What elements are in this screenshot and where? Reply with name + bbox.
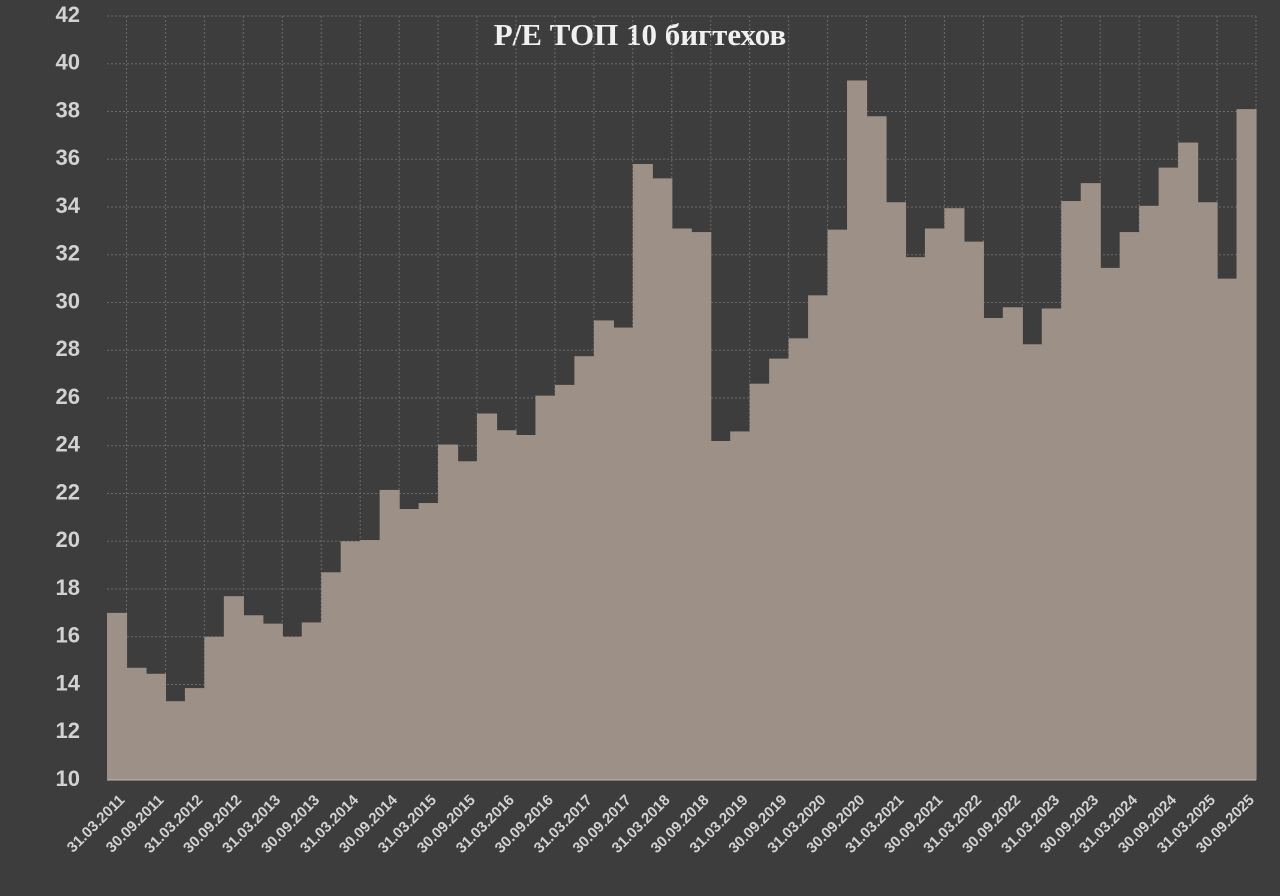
bar [145, 673, 167, 780]
bar [126, 667, 147, 780]
bar [769, 358, 790, 780]
bar [866, 116, 887, 780]
y-tick-label: 28 [56, 336, 80, 361]
bar [1139, 205, 1160, 780]
bar [613, 327, 634, 780]
y-tick-label: 14 [56, 670, 81, 695]
bar [457, 461, 478, 780]
bar [379, 489, 400, 780]
bar [847, 80, 868, 780]
bar [1158, 167, 1179, 780]
y-tick-label: 26 [56, 384, 80, 409]
bar [808, 295, 829, 780]
bar [652, 178, 673, 781]
bar [165, 701, 186, 780]
bar [944, 208, 965, 781]
y-tick-label: 40 [56, 50, 80, 75]
bar [340, 541, 361, 780]
bar [262, 623, 283, 780]
bar [574, 356, 595, 780]
bar [671, 228, 692, 781]
y-tick-label: 20 [56, 527, 80, 552]
y-tick-label: 10 [56, 766, 80, 791]
bar [554, 384, 575, 780]
y-tick-label: 16 [56, 623, 80, 648]
bar [1061, 201, 1082, 780]
bar [885, 202, 907, 781]
bar [477, 413, 498, 780]
bar [496, 430, 517, 780]
y-tick-label: 22 [56, 479, 80, 504]
bar [184, 688, 205, 780]
bar [691, 232, 712, 781]
bar [321, 572, 342, 780]
bar [749, 383, 770, 780]
bar [788, 338, 809, 780]
bar [1002, 307, 1023, 780]
bar [730, 431, 751, 780]
bar [632, 164, 653, 780]
bar [963, 241, 984, 780]
y-tick-label: 30 [56, 288, 80, 313]
bar [1197, 202, 1218, 781]
bar [107, 612, 128, 780]
bar [710, 440, 731, 780]
y-tick-label: 34 [56, 193, 81, 218]
bar [243, 615, 264, 780]
y-tick-label: 24 [56, 432, 81, 457]
bar [1236, 109, 1257, 781]
bar [282, 636, 303, 780]
bar [1217, 278, 1238, 780]
bar [438, 444, 459, 780]
y-tick-label: 38 [56, 97, 80, 122]
bar [827, 229, 848, 780]
bar [924, 228, 946, 781]
y-tick-label: 12 [56, 718, 80, 743]
bar [301, 622, 322, 780]
bar [983, 318, 1004, 780]
bar [360, 540, 381, 780]
bar [1119, 232, 1140, 781]
bar [399, 509, 420, 780]
bar [1080, 183, 1101, 780]
y-tick-label: 32 [56, 241, 80, 266]
bar [535, 395, 556, 780]
bar [418, 503, 439, 780]
y-tick-label: 18 [56, 575, 80, 600]
bar [223, 596, 244, 780]
bar [515, 435, 537, 780]
bar [593, 320, 614, 780]
y-tick-label: 36 [56, 145, 80, 170]
chart-title: P/E ТОП 10 бигтехов [494, 17, 787, 52]
bar [905, 257, 926, 780]
bar [1178, 142, 1199, 781]
y-tick-label: 42 [56, 2, 80, 27]
bar [1100, 267, 1121, 781]
bar [204, 636, 225, 780]
bar [1022, 344, 1043, 780]
bar [1041, 308, 1062, 780]
